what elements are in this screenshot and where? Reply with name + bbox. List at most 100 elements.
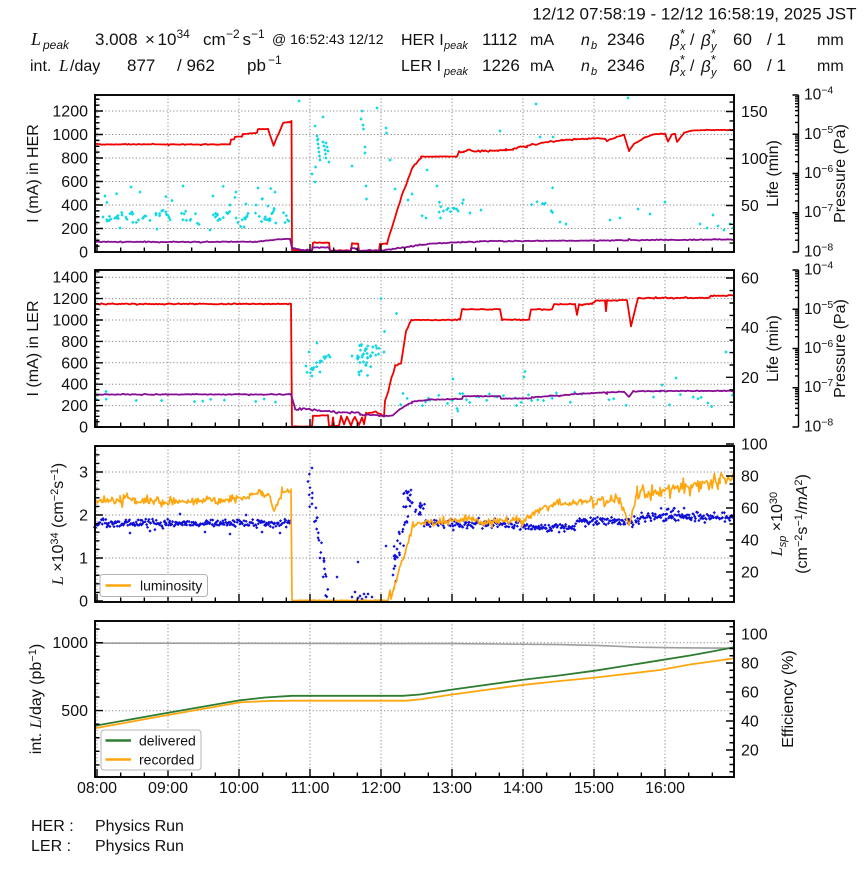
svg-text:recorded: recorded — [139, 752, 194, 768]
svg-text:/: / — [690, 58, 695, 75]
svg-text:40: 40 — [741, 714, 759, 731]
svg-text:400: 400 — [61, 198, 88, 215]
svg-text:40: 40 — [741, 320, 759, 337]
svg-text:peak: peak — [42, 38, 70, 52]
svg-text:/ 1: / 1 — [767, 30, 786, 49]
svg-text:800: 800 — [61, 334, 88, 351]
svg-text:20: 20 — [741, 565, 759, 582]
svg-text:60: 60 — [741, 501, 759, 518]
svg-text:12/12 07:58:19 - 12/12 16:58:1: 12/12 07:58:19 - 12/12 16:58:19, 2025 JS… — [532, 5, 856, 24]
svg-text:delivered: delivered — [139, 733, 196, 749]
svg-text:β: β — [669, 57, 680, 76]
svg-text:n: n — [581, 32, 590, 49]
svg-text:/: / — [690, 32, 695, 49]
svg-text:I (mA) in HER: I (mA) in HER — [25, 124, 42, 223]
svg-text:1226: 1226 — [482, 56, 520, 75]
svg-text:mm: mm — [817, 32, 844, 49]
svg-text:100: 100 — [741, 437, 768, 454]
svg-text:08:00: 08:00 — [77, 780, 117, 797]
svg-text:LER :: LER : — [31, 838, 71, 855]
svg-text:1400: 1400 — [52, 270, 88, 287]
svg-text:int. L/day (pb−1): int. L/day (pb−1) — [27, 644, 45, 754]
svg-text:Pressure (Pa): Pressure (Pa) — [832, 299, 849, 398]
svg-text:1112: 1112 — [482, 30, 517, 49]
svg-text:1000: 1000 — [52, 313, 88, 330]
svg-text:x: x — [679, 67, 686, 79]
svg-text:HER :: HER : — [31, 818, 74, 835]
svg-text:b: b — [591, 40, 597, 52]
svg-text:*: * — [680, 52, 685, 67]
svg-text:*: * — [680, 26, 685, 41]
svg-text:0: 0 — [79, 594, 88, 611]
svg-text:15:00: 15:00 — [574, 780, 614, 797]
svg-text:luminosity: luminosity — [140, 578, 202, 594]
svg-text:int.: int. — [30, 58, 51, 75]
svg-text:Pressure (Pa): Pressure (Pa) — [832, 124, 849, 223]
svg-text:Physics Run: Physics Run — [95, 838, 184, 855]
svg-text:20: 20 — [741, 743, 759, 760]
svg-text:60: 60 — [733, 56, 752, 75]
svg-text:13:00: 13:00 — [432, 780, 472, 797]
svg-text:100: 100 — [741, 627, 768, 644]
svg-text:β: β — [700, 57, 711, 76]
svg-text:50: 50 — [741, 198, 759, 215]
svg-text:Life (min): Life (min) — [765, 315, 782, 382]
svg-text:1000: 1000 — [52, 635, 88, 652]
svg-text:L ×1034 (cm−2s−1): L ×1034 (cm−2s−1) — [49, 463, 67, 586]
svg-text:mA: mA — [530, 58, 554, 75]
svg-text:LER I: LER I — [401, 58, 441, 75]
svg-text:12:00: 12:00 — [361, 780, 401, 797]
svg-text:/ 1: / 1 — [767, 56, 786, 75]
svg-text:80: 80 — [741, 469, 759, 486]
svg-text:200: 200 — [61, 221, 88, 238]
svg-text:200: 200 — [61, 398, 88, 415]
svg-text:HER I: HER I — [401, 32, 444, 49]
svg-text:877: 877 — [127, 56, 155, 75]
svg-text:I (mA) in LER: I (mA) in LER — [25, 300, 42, 396]
svg-text:−2: −2 — [226, 27, 240, 41]
svg-text:1: 1 — [79, 551, 88, 568]
svg-text:Physics Run: Physics Run — [95, 818, 184, 835]
svg-text:β: β — [669, 31, 680, 50]
svg-text:34: 34 — [177, 27, 191, 41]
svg-text:600: 600 — [61, 355, 88, 372]
svg-text:1200: 1200 — [52, 104, 88, 121]
svg-text:b: b — [591, 66, 597, 78]
svg-text:1000: 1000 — [52, 127, 88, 144]
svg-text:3.008: 3.008 — [95, 30, 138, 49]
svg-text:14:00: 14:00 — [503, 780, 543, 797]
svg-text:2: 2 — [79, 508, 88, 525]
svg-text:1200: 1200 — [52, 291, 88, 308]
svg-text:11:00: 11:00 — [291, 780, 330, 797]
svg-text:600: 600 — [61, 174, 88, 191]
svg-text:10: 10 — [158, 30, 177, 49]
svg-text:3: 3 — [79, 465, 88, 482]
svg-text:Life (min): Life (min) — [765, 140, 782, 207]
svg-text:L: L — [58, 56, 68, 75]
svg-text:800: 800 — [61, 151, 88, 168]
svg-text:−1: −1 — [268, 53, 282, 67]
svg-text:Efficiency (%): Efficiency (%) — [780, 650, 797, 748]
svg-text:peak: peak — [443, 40, 468, 52]
svg-text:pb: pb — [247, 56, 266, 75]
svg-text:40: 40 — [741, 533, 759, 550]
svg-text:0: 0 — [79, 420, 88, 437]
svg-text:mm: mm — [817, 58, 844, 75]
svg-text:y: y — [710, 67, 718, 79]
svg-text:/ 962: / 962 — [177, 56, 215, 75]
svg-text:60: 60 — [741, 685, 759, 702]
svg-text:10:00: 10:00 — [219, 780, 259, 797]
svg-text:20: 20 — [741, 370, 759, 387]
svg-text:mA: mA — [530, 32, 554, 49]
svg-text:L: L — [30, 29, 41, 49]
svg-text:β: β — [700, 31, 711, 50]
svg-text:100: 100 — [741, 151, 768, 168]
svg-text:×: × — [145, 30, 155, 49]
svg-text:s: s — [243, 30, 252, 49]
svg-text:−1: −1 — [251, 27, 265, 41]
svg-text:16:00: 16:00 — [645, 780, 685, 797]
svg-text:80: 80 — [741, 656, 759, 673]
svg-text:cm: cm — [203, 30, 226, 49]
svg-text:2346: 2346 — [607, 56, 645, 75]
svg-text:150: 150 — [741, 104, 768, 121]
